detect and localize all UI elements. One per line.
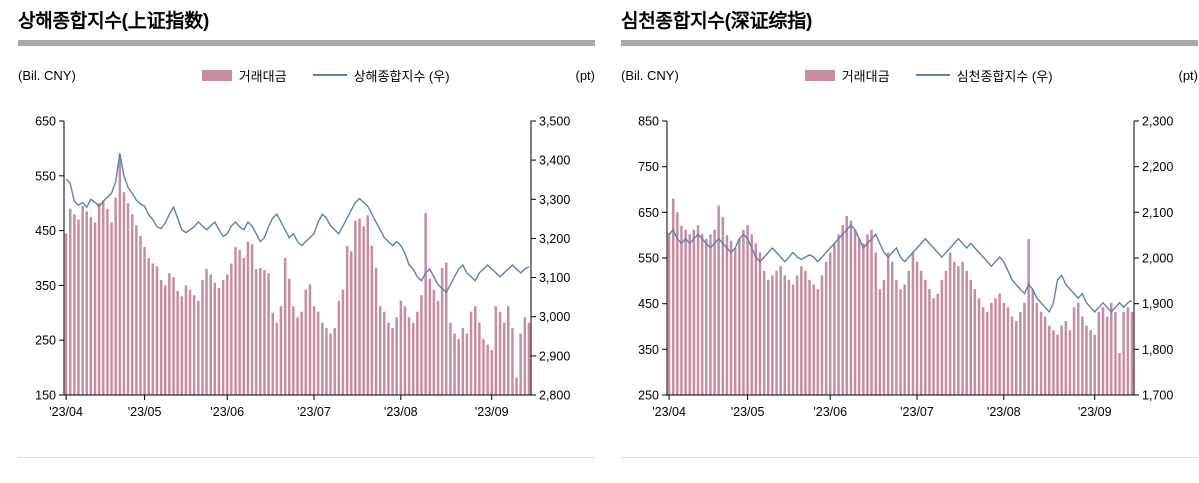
left-axis-unit-label: (Bil. CNY) bbox=[621, 67, 679, 83]
svg-text:1,700: 1,700 bbox=[1142, 388, 1173, 402]
svg-text:2,100: 2,100 bbox=[1142, 206, 1173, 220]
svg-text:550: 550 bbox=[638, 251, 659, 265]
svg-text:850: 850 bbox=[638, 114, 659, 128]
line-swatch-icon bbox=[312, 74, 347, 77]
svg-text:250: 250 bbox=[638, 388, 659, 402]
bar-swatch-icon bbox=[804, 69, 835, 81]
svg-text:650: 650 bbox=[35, 114, 56, 128]
chart-canvas-shanghai: 150 250 350 450 550 650 2,800 2,900 3,000 3,100 3,… bbox=[35, 114, 570, 419]
legend-label-volume: 거래대금 bbox=[238, 68, 287, 84]
title-underline-bar bbox=[18, 39, 595, 46]
svg-text:750: 750 bbox=[638, 160, 659, 174]
panel-shanghai: 상해종합지수(上证指数) (Bil. CNY) 거래대금 상해종합지수 (우) … bbox=[18, 10, 595, 458]
svg-text:'23/04: '23/04 bbox=[652, 405, 686, 419]
svg-text:350: 350 bbox=[35, 279, 56, 293]
legend-label-index: 상해종합지수 (우) bbox=[353, 68, 450, 84]
svg-text:'23/04: '23/04 bbox=[49, 405, 83, 419]
svg-text:450: 450 bbox=[35, 224, 56, 238]
axis-units-row: (Bil. CNY) 거래대금 심천종합지수 (우) (pt) bbox=[621, 66, 1198, 85]
legend: 거래대금 심천종합지수 (우) bbox=[804, 66, 1053, 85]
svg-text:350: 350 bbox=[638, 343, 659, 357]
axis-units-row: (Bil. CNY) 거래대금 상해종합지수 (우) (pt) bbox=[18, 66, 595, 85]
title-underline-bar bbox=[621, 39, 1198, 46]
chart-canvas-shenzhen: 250 350 450 550 650 750 850 1,700 1,800 1,900 2,00… bbox=[638, 114, 1173, 419]
line-swatch-icon bbox=[915, 74, 950, 77]
svg-text:1,900: 1,900 bbox=[1142, 297, 1173, 311]
svg-text:2,300: 2,300 bbox=[1142, 114, 1173, 128]
svg-text:'23/09: '23/09 bbox=[475, 405, 509, 419]
svg-text:450: 450 bbox=[638, 297, 659, 311]
legend: 거래대금 상해종합지수 (우) bbox=[201, 66, 450, 85]
svg-text:3,300: 3,300 bbox=[539, 193, 570, 207]
svg-text:1,800: 1,800 bbox=[1142, 343, 1173, 357]
svg-text:3,400: 3,400 bbox=[539, 153, 570, 167]
svg-text:2,200: 2,200 bbox=[1142, 160, 1173, 174]
legend-label-index: 심천종합지수 (우) bbox=[956, 68, 1053, 84]
svg-text:3,200: 3,200 bbox=[539, 232, 570, 246]
chart-title-shanghai: 상해종합지수(上证指数) bbox=[18, 11, 210, 32]
svg-text:3,000: 3,000 bbox=[539, 310, 570, 324]
right-axis-unit-label: (pt) bbox=[575, 67, 596, 83]
legend-item-volume: 거래대금 bbox=[201, 66, 287, 85]
svg-text:550: 550 bbox=[35, 169, 56, 183]
svg-text:2,800: 2,800 bbox=[539, 388, 570, 402]
footer-divider bbox=[621, 456, 1198, 458]
svg-text:'23/06: '23/06 bbox=[210, 405, 244, 419]
svg-text:'23/07: '23/07 bbox=[900, 405, 934, 419]
bar-swatch-icon bbox=[201, 69, 232, 81]
svg-text:'23/05: '23/05 bbox=[128, 405, 162, 419]
legend-item-index: 상해종합지수 (우) bbox=[312, 66, 450, 85]
svg-text:250: 250 bbox=[35, 333, 56, 347]
legend-item-volume: 거래대금 bbox=[804, 66, 890, 85]
svg-text:2,900: 2,900 bbox=[539, 349, 570, 363]
report-page: 상해종합지수(上证指数) (Bil. CNY) 거래대금 상해종합지수 (우) … bbox=[18, 10, 1198, 458]
svg-text:3,100: 3,100 bbox=[539, 271, 570, 285]
left-axis-unit-label: (Bil. CNY) bbox=[18, 67, 76, 83]
footer-divider bbox=[18, 456, 595, 458]
svg-text:'23/08: '23/08 bbox=[987, 405, 1021, 419]
panel-shenzhen: 심천종합지수(深证综指) (Bil. CNY) 거래대금 심천종합지수 (우) … bbox=[621, 10, 1198, 458]
legend-item-index: 심천종합지수 (우) bbox=[915, 66, 1053, 85]
svg-text:'23/05: '23/05 bbox=[731, 405, 765, 419]
svg-text:2,000: 2,000 bbox=[1142, 251, 1173, 265]
svg-text:'23/08: '23/08 bbox=[384, 405, 418, 419]
legend-label-volume: 거래대금 bbox=[841, 68, 890, 84]
right-axis-unit-label: (pt) bbox=[1178, 67, 1199, 83]
svg-text:650: 650 bbox=[638, 206, 659, 220]
svg-text:'23/06: '23/06 bbox=[813, 405, 847, 419]
chart-title-shenzhen: 심천종합지수(深证综指) bbox=[621, 11, 813, 32]
svg-text:'23/07: '23/07 bbox=[297, 405, 331, 419]
svg-text:'23/09: '23/09 bbox=[1078, 405, 1112, 419]
svg-text:150: 150 bbox=[35, 388, 56, 402]
svg-text:3,500: 3,500 bbox=[539, 114, 570, 128]
